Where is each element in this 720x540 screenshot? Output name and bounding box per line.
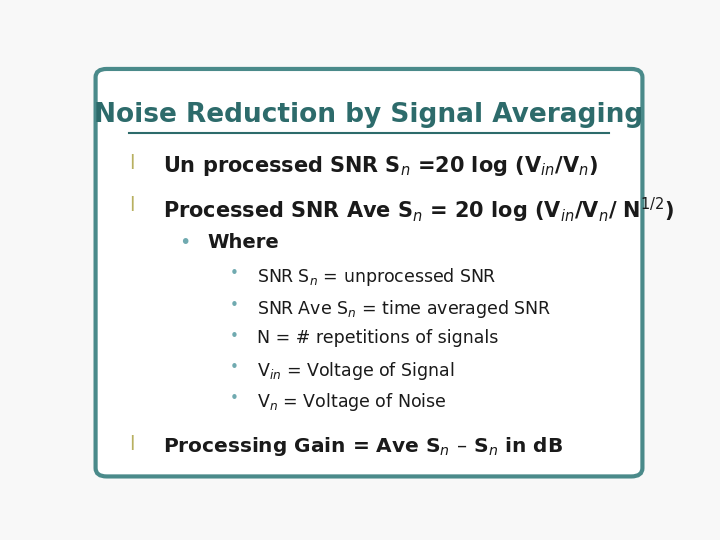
Text: V$_{in}$ = Voltage of Signal: V$_{in}$ = Voltage of Signal	[258, 360, 455, 382]
Text: V$_n$ = Voltage of Noise: V$_n$ = Voltage of Noise	[258, 391, 447, 413]
Text: •: •	[230, 298, 238, 313]
Text: Where: Where	[207, 233, 279, 252]
Text: SNR S$_n$ = unprocessed SNR: SNR S$_n$ = unprocessed SNR	[258, 266, 497, 288]
Text: •: •	[230, 360, 238, 375]
Text: N = # repetitions of signals: N = # repetitions of signals	[258, 329, 499, 347]
Text: SNR Ave S$_n$ = time averaged SNR: SNR Ave S$_n$ = time averaged SNR	[258, 298, 552, 320]
FancyBboxPatch shape	[96, 69, 642, 476]
Text: l: l	[129, 154, 135, 173]
Text: Noise Reduction by Signal Averaging: Noise Reduction by Signal Averaging	[94, 102, 644, 128]
Text: •: •	[230, 329, 238, 344]
Text: Processing Gain = Ave S$_n$ – S$_n$ in dB: Processing Gain = Ave S$_n$ – S$_n$ in d…	[163, 435, 563, 458]
Text: Processed SNR Ave S$_n$ = 20 log (V$_{in}$/V$_n$/ N$^{1/2}$): Processed SNR Ave S$_n$ = 20 log (V$_{in…	[163, 196, 673, 225]
Text: l: l	[129, 435, 135, 454]
Text: Un processed SNR S$_n$ =20 log (V$_{in}$/V$_n$): Un processed SNR S$_n$ =20 log (V$_{in}$…	[163, 154, 598, 178]
Text: l: l	[129, 196, 135, 215]
Text: •: •	[230, 266, 238, 281]
Text: •: •	[230, 391, 238, 406]
Text: •: •	[179, 233, 191, 252]
